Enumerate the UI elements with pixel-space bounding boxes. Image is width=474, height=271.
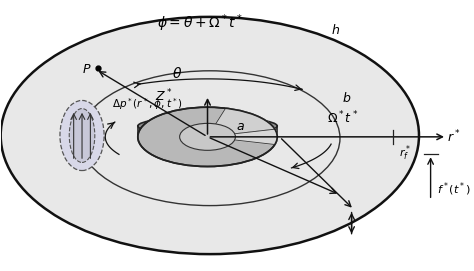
Ellipse shape (69, 109, 95, 162)
Ellipse shape (0, 17, 419, 254)
Text: $\Omega^* t^*$: $\Omega^* t^*$ (327, 110, 358, 126)
Text: $r_f^*$: $r_f^*$ (399, 143, 411, 163)
Ellipse shape (138, 107, 277, 166)
Polygon shape (208, 129, 277, 144)
Text: $r^*$: $r^*$ (447, 128, 461, 145)
Text: $P$: $P$ (82, 63, 91, 76)
Ellipse shape (138, 117, 277, 136)
Text: $f^*(t^*)$: $f^*(t^*)$ (437, 181, 471, 198)
Text: $b$: $b$ (342, 91, 352, 105)
Ellipse shape (180, 123, 236, 150)
Ellipse shape (60, 101, 104, 170)
Text: $\phi = \theta + \Omega^* t^*$: $\phi = \theta + \Omega^* t^*$ (157, 13, 244, 34)
Text: $\theta$: $\theta$ (172, 66, 182, 81)
Text: $\Delta p^*(r^*,\phi,t^*)$: $\Delta p^*(r^*,\phi,t^*)$ (112, 96, 182, 112)
Polygon shape (208, 108, 275, 137)
Text: $Z^*$: $Z^*$ (155, 88, 172, 105)
Text: $a$: $a$ (236, 120, 245, 133)
Text: $h$: $h$ (331, 23, 340, 37)
